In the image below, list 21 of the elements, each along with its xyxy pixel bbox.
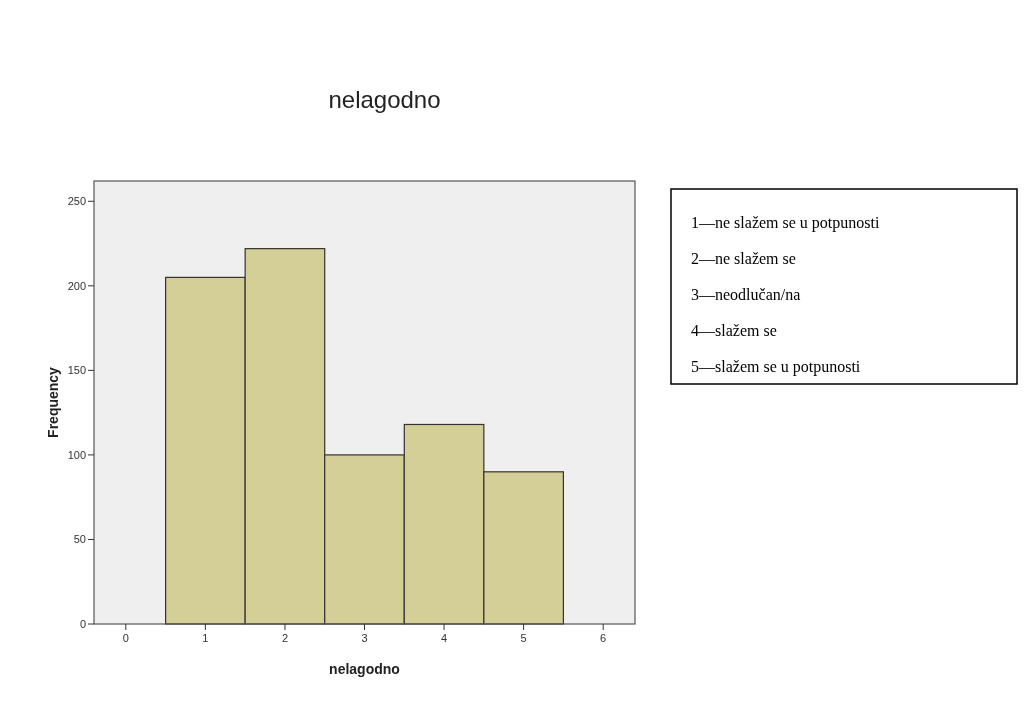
x-tick-label: 0 bbox=[122, 632, 129, 644]
text: 2—ne slažem se bbox=[691, 250, 796, 267]
text: 5—slažem se u potpunosti bbox=[691, 358, 861, 376]
x-tick-label: 3 bbox=[361, 632, 368, 644]
y-tick-label: 0 bbox=[79, 617, 86, 630]
y-tick-label: 100 bbox=[67, 448, 86, 461]
y-tick-label: 150 bbox=[67, 364, 86, 377]
x-tick-label: 1 bbox=[202, 632, 209, 644]
x-tick-label: 4 bbox=[441, 632, 448, 644]
text: 1—ne slažem se u potpunosti bbox=[691, 214, 880, 232]
text: 4—slažem se bbox=[691, 322, 777, 339]
text: 3—neodlučan/na bbox=[691, 286, 801, 303]
y-tick-label: 50 bbox=[73, 533, 86, 546]
x-tick-label: 6 bbox=[600, 632, 607, 644]
y-axis-title: Frequency bbox=[45, 366, 61, 438]
x-tick-label: 2 bbox=[281, 632, 288, 644]
y-tick-label: 200 bbox=[67, 279, 86, 292]
x-tick-label: 5 bbox=[520, 632, 527, 644]
x-axis-title: nelagodno bbox=[329, 661, 400, 677]
chart-title: nelagodno bbox=[328, 86, 441, 113]
y-tick-label: 250 bbox=[67, 195, 86, 208]
